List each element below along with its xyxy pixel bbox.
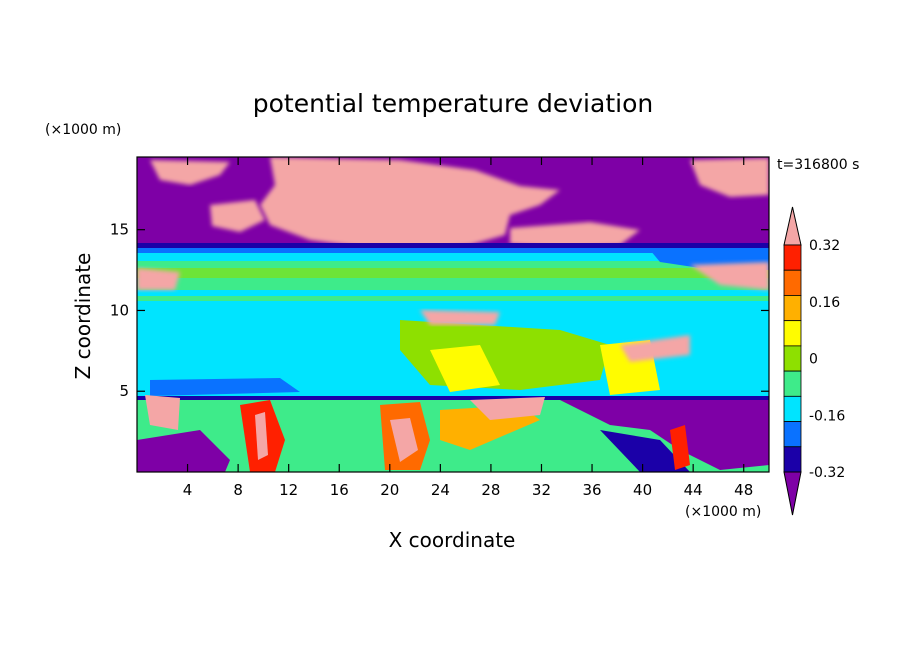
contour-warm-plume: [420, 310, 500, 325]
contour-warm-patch: [430, 345, 500, 392]
x-tick-label: 44: [684, 481, 703, 499]
contour-band: [137, 253, 769, 261]
contour-warm-plume: [150, 160, 230, 185]
x-tick-label: 36: [582, 481, 601, 499]
contour-band: [137, 396, 769, 400]
colorbar-segment: [783, 370, 802, 397]
contour-warm-plume: [255, 412, 268, 460]
colorbar-tick-label: 0: [809, 352, 818, 368]
x-tick-label: 24: [431, 481, 450, 499]
colorbar-segment: [783, 244, 802, 271]
colorbar-segment: [783, 269, 802, 296]
contour-field: [137, 157, 769, 472]
contour-warm-plume: [137, 268, 180, 290]
colorbar-tick-label: -0.16: [809, 408, 845, 424]
contour-band: [137, 248, 769, 253]
x-tick-label: 12: [279, 481, 298, 499]
contour-warm-plume: [510, 222, 640, 248]
x-tick-label: 32: [532, 481, 551, 499]
y-axis: 5 10 15: [110, 221, 769, 400]
contour-warm-plume: [390, 418, 418, 462]
x-axis: 4 8 12 16 20 24 28 32 36 40 44 48: [183, 157, 753, 499]
contour-warm-plume: [470, 397, 545, 420]
y-axis-label: Z coordinate: [71, 253, 95, 380]
y-unit-label: (×1000 m): [45, 122, 121, 138]
contour-cold-region: [560, 400, 769, 470]
colorbar-extend-low: [783, 471, 802, 516]
colorbar-segment: [783, 421, 802, 448]
x-tick-label: 8: [233, 481, 243, 499]
contour-warm-plume: [260, 157, 560, 250]
x-tick-label: 20: [380, 481, 399, 499]
contour-warm-plume: [620, 335, 690, 362]
x-tick-label: 16: [330, 481, 349, 499]
colorbar-tick-label: 0.32: [809, 238, 840, 254]
contour-warm-plume: [690, 158, 769, 197]
contour-warm-plume: [210, 200, 265, 232]
contour-band: [137, 268, 769, 278]
x-tick-label: 4: [183, 481, 193, 499]
contour-cold-region: [600, 430, 690, 472]
colorbar-segment: [783, 320, 802, 347]
y-tick-label: 15: [110, 221, 129, 239]
colorbar-segment: [783, 395, 802, 422]
y-tick-label: 10: [110, 301, 129, 319]
contour-warm-plume: [670, 425, 690, 470]
y-tick-label: 5: [119, 382, 129, 400]
contour-warm-plume: [145, 395, 180, 430]
plot-frame: [136, 156, 770, 473]
colorbar-segment: [783, 295, 802, 322]
contour-band: [137, 243, 769, 248]
x-unit-label: (×1000 m): [685, 504, 761, 520]
chart-title: potential temperature deviation: [253, 89, 653, 118]
colorbar-segment: [783, 446, 802, 473]
colorbar-tick-label: 0.16: [809, 295, 840, 311]
time-label: t=316800 s: [777, 157, 859, 173]
colorbar: 0.32 0.16 0 -0.16 -0.32: [783, 206, 845, 516]
x-tick-label: 40: [633, 481, 652, 499]
colorbar-segment: [783, 345, 802, 372]
x-tick-label: 28: [481, 481, 500, 499]
contour-cold-patch: [150, 378, 300, 396]
colorbar-tick-label: -0.32: [809, 465, 845, 481]
colorbar-extend-high: [783, 206, 802, 246]
contour-warm-plume: [690, 262, 769, 290]
contour-band: [137, 290, 769, 296]
x-axis-label: X coordinate: [389, 528, 516, 552]
x-tick-label: 48: [734, 481, 753, 499]
contour-cold-region: [137, 430, 230, 472]
